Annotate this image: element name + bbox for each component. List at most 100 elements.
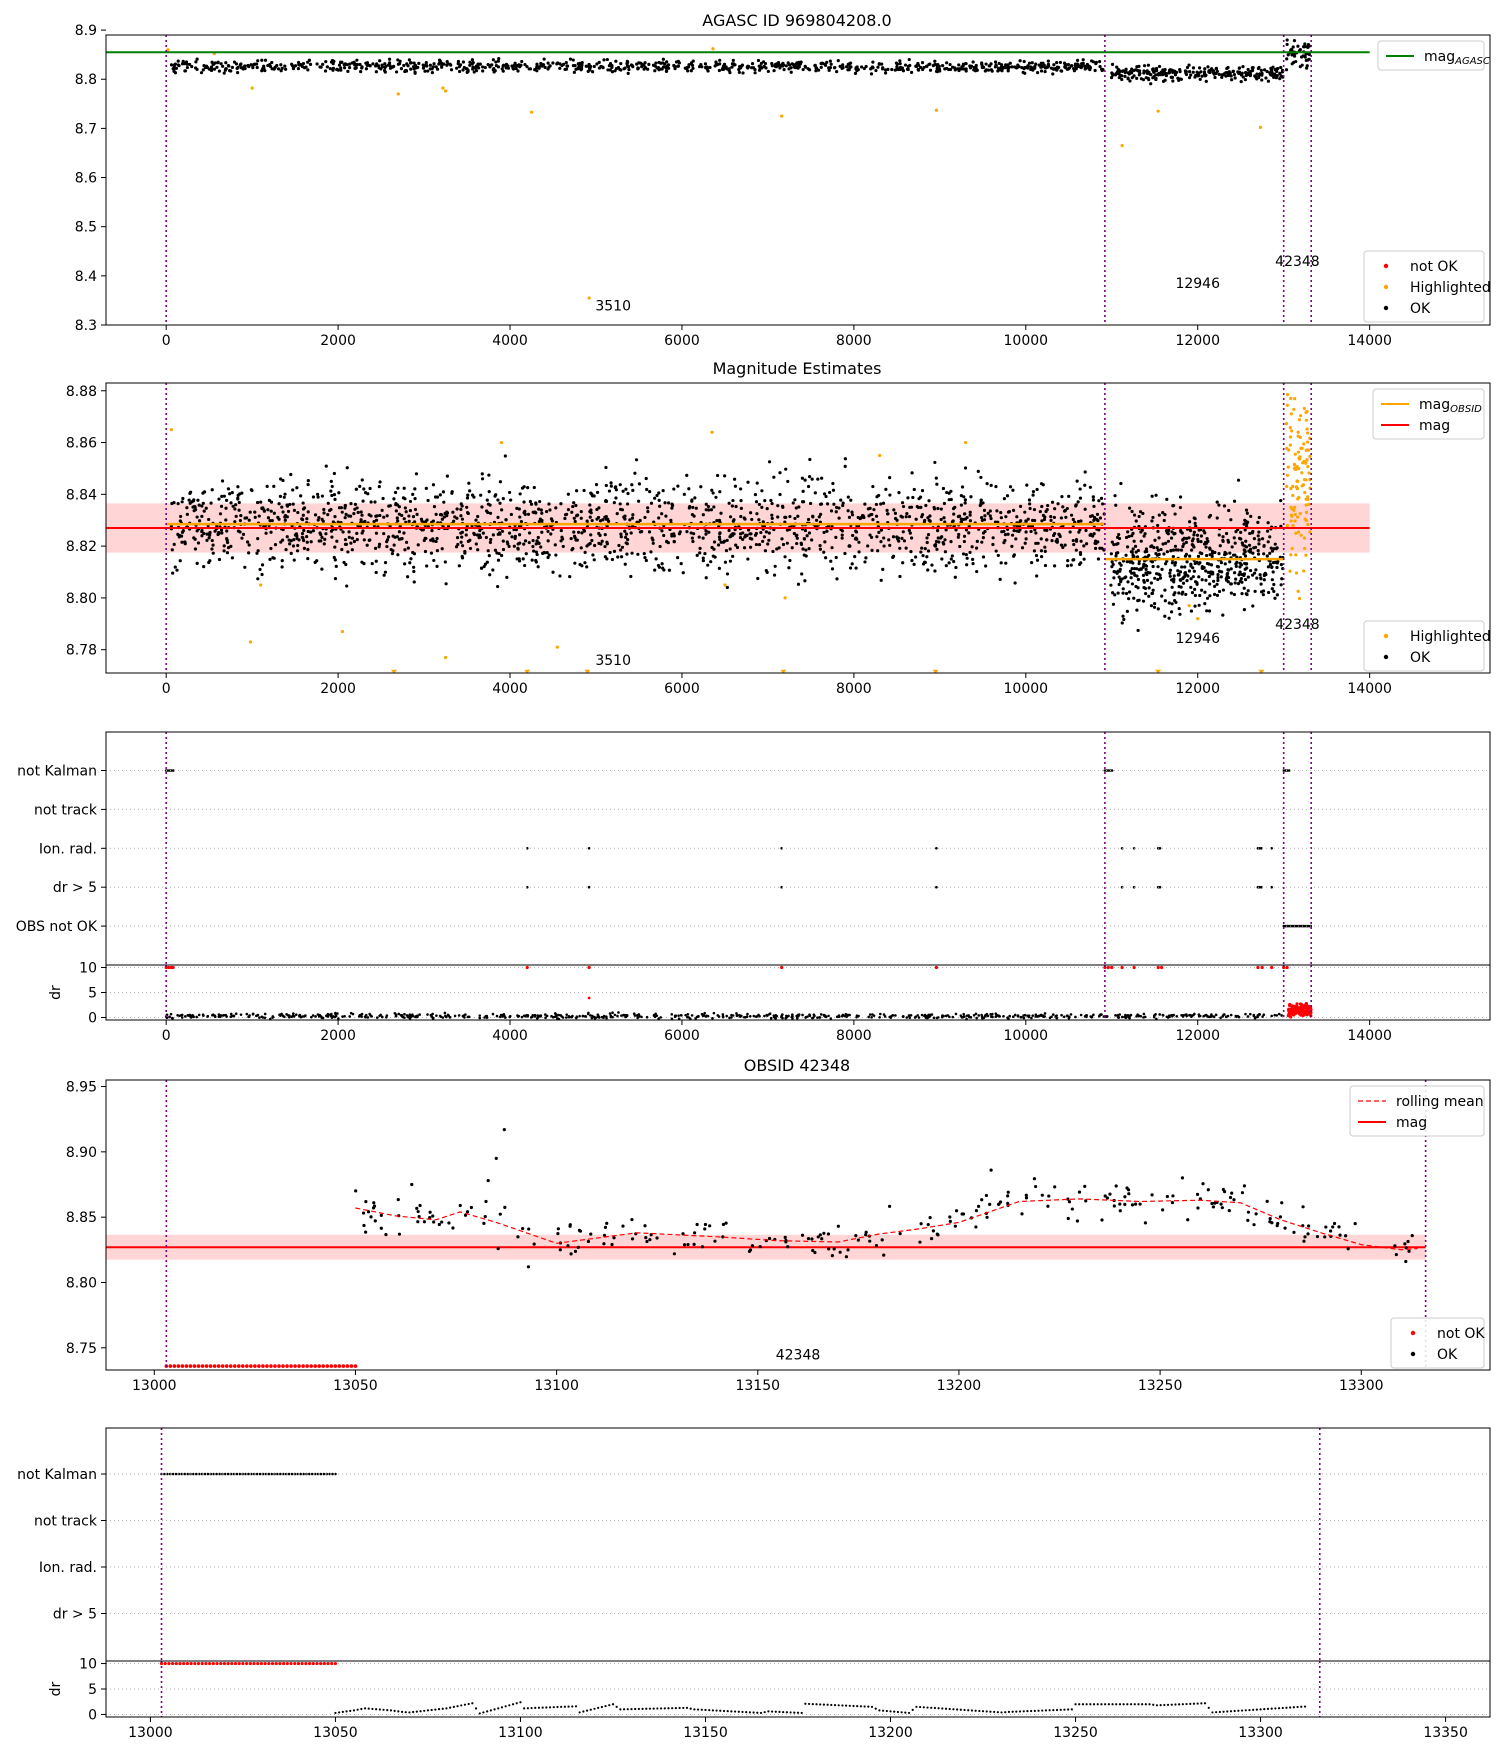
data-point — [585, 565, 589, 569]
data-point — [1261, 593, 1265, 597]
data-point — [1127, 590, 1132, 594]
data-point — [1196, 71, 1201, 76]
data-point — [1110, 62, 1115, 66]
data-point — [1307, 471, 1311, 475]
data-point — [188, 62, 192, 67]
data-point — [1083, 470, 1087, 474]
data-point — [892, 508, 896, 512]
data-point — [630, 483, 634, 487]
data-point — [572, 530, 576, 534]
data-point — [234, 1012, 238, 1015]
data-point — [300, 531, 305, 536]
data-point — [539, 61, 543, 66]
data-point — [618, 483, 622, 487]
data-point — [574, 503, 578, 508]
data-point — [272, 484, 276, 488]
data-point — [415, 512, 419, 516]
data-point — [977, 1014, 981, 1017]
data-point — [780, 537, 784, 541]
data-point — [974, 1012, 978, 1016]
data-point — [797, 1013, 801, 1016]
data-point — [889, 1016, 893, 1019]
data-point — [213, 61, 217, 65]
data-point — [1307, 52, 1311, 57]
data-point — [820, 1237, 824, 1241]
panel-3-dr-x-axis: 0 2000 4000 6000 8000 10000 12000 14000 — [162, 1020, 1392, 1044]
data-point — [722, 64, 726, 68]
data-point — [195, 1015, 198, 1019]
data-point — [217, 531, 221, 536]
data-point — [834, 535, 838, 539]
data-point — [631, 513, 635, 517]
data-point — [455, 66, 459, 70]
data-point — [1205, 609, 1209, 613]
data-point — [926, 516, 930, 520]
data-point — [440, 547, 444, 551]
data-point — [1039, 537, 1043, 541]
data-point — [615, 512, 619, 516]
data-point — [368, 486, 372, 491]
panel-2-y-axis: 8.788.808.828.848.868.88 — [66, 384, 106, 659]
data-point — [1039, 549, 1044, 553]
data-point — [435, 1014, 438, 1017]
data-point — [1143, 550, 1147, 554]
data-point — [964, 62, 968, 66]
data-point — [190, 1014, 194, 1017]
data-point — [437, 58, 442, 62]
data-point — [1150, 519, 1154, 523]
data-point — [219, 62, 223, 66]
data-point — [466, 493, 470, 497]
data-point — [946, 1014, 950, 1017]
data-point — [975, 569, 979, 574]
data-point — [1292, 466, 1296, 470]
data-point — [989, 1012, 992, 1016]
data-point — [930, 563, 934, 567]
data-point — [669, 518, 673, 522]
data-point — [909, 550, 913, 554]
data-point — [445, 474, 449, 478]
data-point — [985, 1012, 989, 1016]
legend-label: OK — [1410, 650, 1431, 666]
data-point — [657, 498, 661, 502]
data-point — [748, 545, 753, 549]
data-point — [1131, 531, 1135, 535]
data-point — [752, 1014, 756, 1018]
data-point — [183, 1015, 187, 1018]
data-point — [487, 473, 491, 477]
data-point — [590, 538, 594, 543]
data-point — [638, 518, 642, 523]
data-point — [454, 545, 459, 549]
data-point — [211, 543, 215, 547]
data-point — [533, 67, 537, 72]
data-point — [1156, 577, 1160, 582]
data-point — [1244, 508, 1249, 512]
data-point — [316, 495, 320, 499]
data-point — [173, 71, 178, 75]
data-point — [701, 559, 705, 563]
data-point — [571, 58, 575, 62]
data-point — [1046, 1204, 1050, 1208]
data-point — [1079, 561, 1083, 565]
data-point — [1193, 604, 1197, 608]
data-point — [1100, 502, 1105, 506]
data-point — [1223, 1013, 1226, 1016]
data-point — [435, 495, 440, 499]
data-point — [602, 1016, 605, 1020]
data-point — [1289, 396, 1293, 400]
data-point — [1116, 551, 1120, 555]
data-point — [1305, 448, 1309, 452]
data-point — [1210, 1201, 1214, 1206]
data-point — [369, 1215, 373, 1219]
data-point — [468, 60, 472, 64]
data-point — [521, 557, 525, 561]
y-tick-label: 8.3 — [75, 318, 97, 334]
data-point — [589, 1232, 593, 1236]
data-point — [949, 540, 953, 544]
data-point — [397, 1012, 401, 1016]
data-point — [731, 519, 735, 523]
data-point — [723, 474, 727, 478]
data-point — [453, 1014, 457, 1018]
data-point — [260, 563, 265, 567]
data-point — [1069, 1013, 1073, 1016]
